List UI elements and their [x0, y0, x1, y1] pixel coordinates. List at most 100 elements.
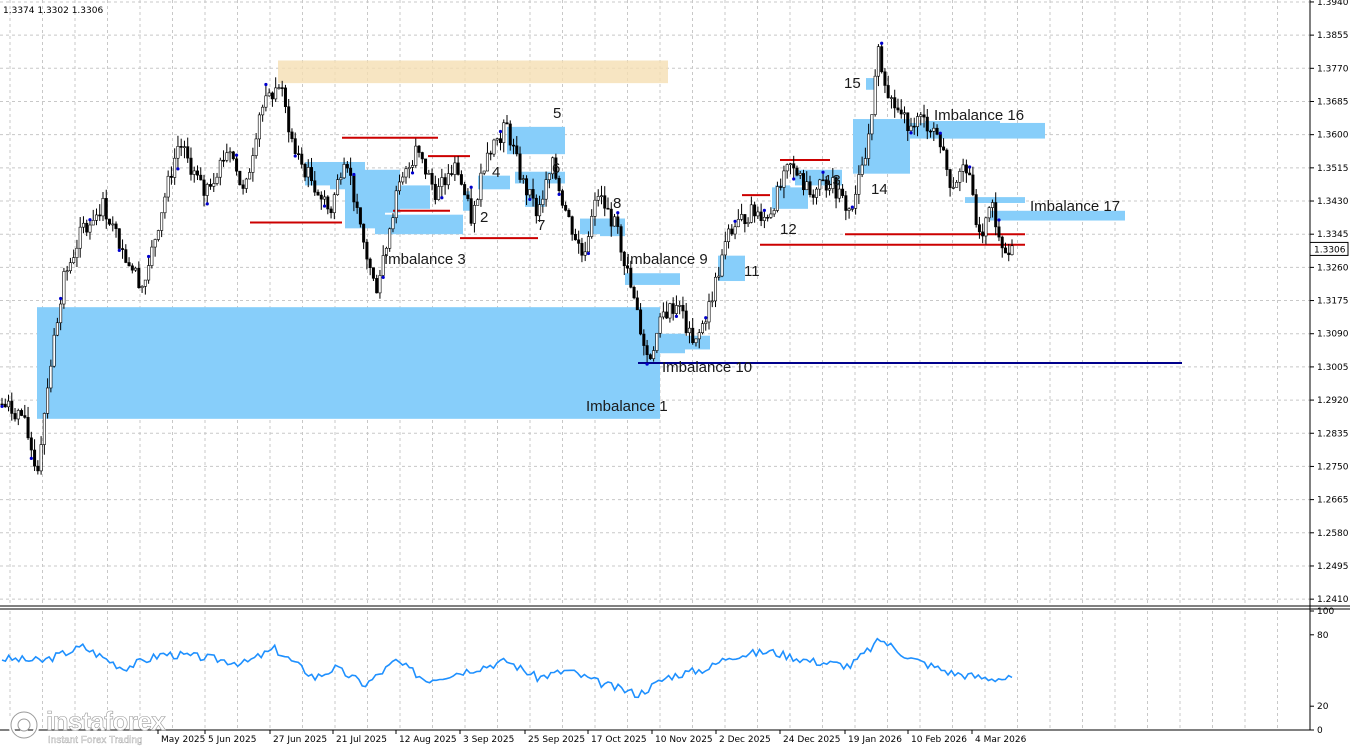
- candle-body: [463, 184, 467, 196]
- candle-body: [811, 194, 815, 198]
- candle-body: [287, 106, 291, 133]
- candle-body: [590, 216, 594, 237]
- candle-body: [821, 179, 825, 182]
- candle-body: [609, 208, 613, 227]
- candle-body: [440, 177, 444, 187]
- candle-body: [824, 179, 828, 191]
- candle-body: [929, 130, 933, 133]
- candle-body: [678, 305, 682, 307]
- price-tick-label: 1.2665: [1317, 496, 1349, 506]
- date-tick-label: 3 Sep 2025: [463, 735, 514, 745]
- candle-body: [362, 223, 366, 243]
- candle-body: [46, 387, 50, 414]
- candle-body: [231, 151, 235, 160]
- candle-body: [401, 176, 405, 183]
- date-tick-label: 4 Mar 2026: [975, 735, 1027, 745]
- price-tick-label: 1.2835: [1317, 429, 1349, 439]
- candle-body: [593, 199, 597, 217]
- candle-body: [371, 267, 375, 279]
- candle-body: [720, 254, 724, 277]
- candle-body: [78, 226, 82, 249]
- candle-body: [261, 106, 265, 116]
- price-tick-label: 1.3770: [1317, 64, 1349, 74]
- imbalance-zone: [463, 191, 470, 211]
- candle-body: [632, 286, 636, 299]
- candle-body: [557, 178, 561, 192]
- zone-label: Imbalance 9: [626, 251, 708, 268]
- fractal-marker: [557, 192, 561, 196]
- candle-body: [714, 276, 718, 302]
- candle-body: [1007, 252, 1011, 256]
- candle-body: [323, 196, 327, 200]
- current-price-tag: 1.3306: [1309, 241, 1349, 256]
- candle-body: [880, 46, 884, 73]
- price-tick-label: 1.3940: [1317, 0, 1349, 8]
- candle-body: [466, 194, 470, 199]
- candle-body: [619, 226, 623, 253]
- candle-body: [55, 322, 59, 336]
- candle-body: [450, 173, 454, 175]
- candle-body: [23, 415, 27, 418]
- candle-body: [349, 167, 353, 176]
- candle-body: [300, 153, 304, 165]
- candle-body: [254, 138, 258, 156]
- candle-body: [358, 207, 362, 225]
- candle-body: [815, 188, 819, 198]
- candle-body: [391, 217, 395, 230]
- candle-body: [873, 75, 877, 115]
- zone-label: 15: [844, 75, 861, 92]
- fractal-marker: [117, 248, 121, 253]
- candle-body: [818, 179, 822, 190]
- candle-body: [225, 152, 229, 161]
- resistance-zone: [278, 60, 668, 84]
- candle-body: [52, 334, 56, 367]
- candle-body: [29, 437, 33, 451]
- candle-body: [388, 228, 392, 249]
- imbalance-zone-part: [685, 335, 710, 350]
- candle-body: [130, 265, 134, 271]
- candle-body: [655, 332, 659, 351]
- candle-body: [958, 171, 962, 183]
- candle-body: [1003, 247, 1007, 254]
- candle-body: [495, 138, 499, 141]
- candle-body: [394, 190, 398, 219]
- candle-body: [117, 228, 121, 249]
- date-tick-label: 10 Nov 2025: [655, 735, 713, 745]
- candle-body: [274, 87, 278, 100]
- candle-body: [681, 305, 685, 312]
- candle-body: [430, 173, 434, 185]
- candle-body: [577, 239, 581, 244]
- candle-body: [489, 152, 493, 155]
- candle-body: [209, 184, 213, 187]
- candle-body: [642, 333, 646, 346]
- candle-body: [381, 255, 385, 276]
- imbalance-zone-part: [925, 121, 1000, 139]
- candle-body: [186, 146, 190, 159]
- imbalance-zone-part: [660, 333, 685, 354]
- imbalance-zone-part: [395, 185, 430, 209]
- brand-tagline: Instant Forex Trading: [48, 735, 143, 746]
- date-tick-label: May 2025: [161, 735, 205, 745]
- candle-body: [160, 212, 164, 231]
- fractal-marker: [997, 218, 1001, 222]
- zone-label: Imbalance 3: [384, 251, 466, 268]
- candle-body: [762, 216, 766, 221]
- fractal-marker: [381, 275, 385, 279]
- candle-body: [104, 198, 108, 220]
- candle-body: [378, 275, 382, 294]
- zone-label: 14: [871, 181, 888, 198]
- candle-body: [723, 241, 727, 256]
- candle-body: [384, 247, 388, 256]
- candle-body: [616, 216, 620, 227]
- candle-body: [433, 183, 437, 200]
- candle-body: [98, 214, 102, 217]
- candle-body: [114, 223, 118, 229]
- candle-body: [942, 146, 946, 151]
- candle-body: [345, 164, 349, 169]
- candle-body: [515, 145, 519, 155]
- candle-body: [629, 267, 633, 288]
- date-tick-label: 17 Oct 2025: [591, 735, 647, 745]
- candle-body: [1010, 245, 1014, 256]
- oscillator-tick-label: 80: [1317, 631, 1329, 641]
